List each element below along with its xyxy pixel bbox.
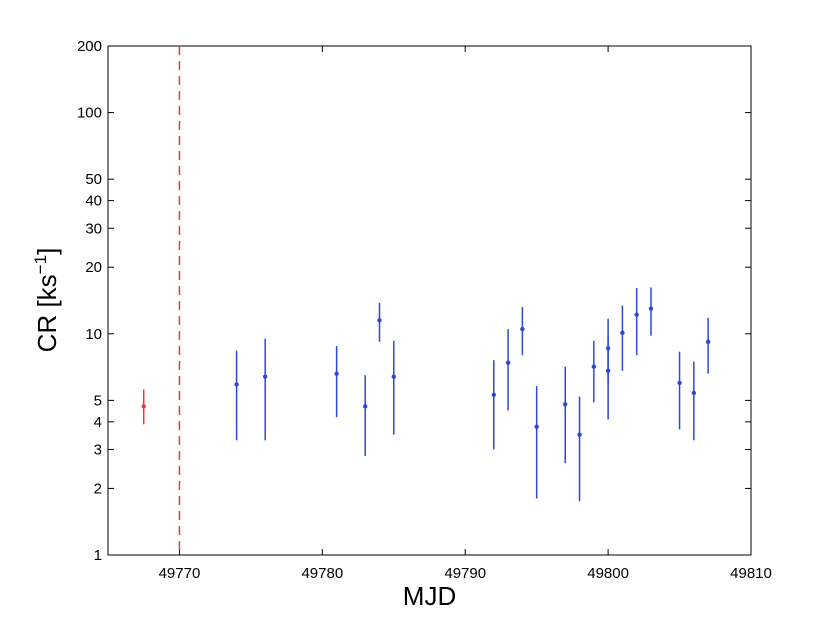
data-point — [563, 402, 568, 407]
data-marks — [141, 46, 711, 555]
data-point — [505, 360, 511, 365]
y-axis-title-main: CR [ks — [32, 274, 62, 352]
data-point — [634, 312, 639, 317]
y-tick-label: 100 — [77, 105, 102, 122]
y-axis-title-close: ] — [32, 248, 62, 255]
data-point — [591, 364, 597, 369]
y-tick-label: 4 — [94, 414, 102, 431]
y-axis-title-exponent: −1 — [31, 255, 50, 274]
plot-frame — [107, 45, 752, 556]
y-tick-label: 40 — [85, 193, 102, 210]
data-point — [520, 326, 525, 332]
y-tick-label: 20 — [85, 259, 102, 276]
x-tick-label: 49810 — [730, 565, 772, 582]
y-tick-label: 50 — [85, 171, 102, 188]
y-tick-label: 10 — [85, 326, 102, 343]
y-tick-label: 3 — [94, 441, 102, 458]
y-axis-title: CR [ks−1] — [31, 248, 62, 353]
data-point — [391, 374, 396, 379]
y-tick-label: 2 — [94, 480, 102, 497]
data-point — [234, 382, 239, 387]
x-tick-label: 49770 — [159, 565, 201, 582]
data-point — [262, 374, 268, 379]
data-point — [534, 424, 539, 429]
data-point — [677, 380, 682, 386]
data-point — [577, 432, 582, 437]
x-axis-title: MJD — [403, 581, 456, 611]
data-point — [605, 346, 611, 351]
data-point — [705, 339, 711, 345]
data-point — [691, 390, 697, 396]
y-tick-label: 200 — [77, 38, 102, 55]
data-point — [363, 404, 368, 409]
data-point — [491, 392, 496, 397]
data-point — [620, 330, 625, 336]
axis-ticks: 49770 49780 49790 49800 49810 1 2 3 4 5 10 20 30 40 50… — [77, 38, 772, 582]
x-tick-label: 49790 — [444, 565, 486, 582]
x-tick-label: 49780 — [301, 565, 343, 582]
y-tick-label: 30 — [85, 220, 102, 237]
data-point — [141, 404, 146, 409]
y-tick-label: 1 — [94, 547, 102, 564]
data-point — [334, 371, 339, 376]
y-tick-label: 5 — [94, 392, 102, 409]
data-point — [377, 318, 382, 323]
x-tick-label: 49800 — [587, 565, 629, 582]
data-point — [648, 306, 654, 311]
